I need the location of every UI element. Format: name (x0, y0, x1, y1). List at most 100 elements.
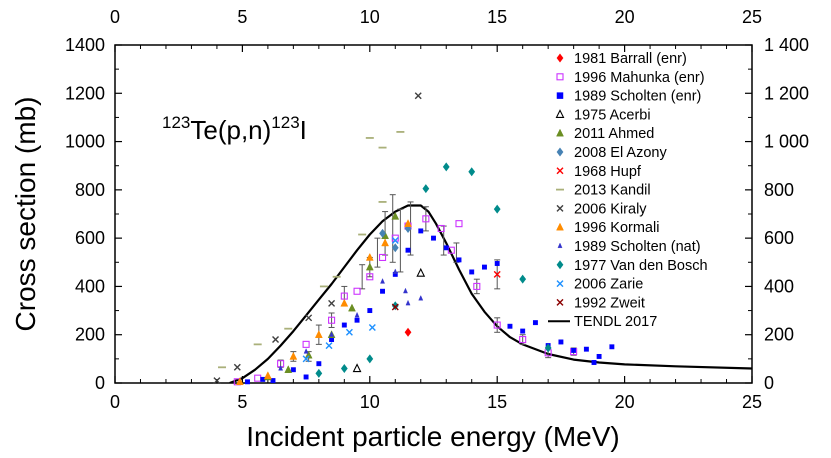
point-1989-scholten-enr (520, 328, 526, 334)
point-1989-scholten-enr (418, 228, 424, 234)
legend-label-2011-ahmed: 2011 Ahmed (574, 126, 654, 142)
point-1989-scholten-enr (583, 346, 589, 352)
point-1981-barrall-enr (404, 327, 412, 337)
legend-marker-2011-ahmed (556, 128, 564, 137)
legend-marker-1996-mahunka-enr (556, 73, 564, 81)
marker-stroke (493, 270, 501, 278)
point-1977-van-den-bosch (468, 167, 476, 177)
marker-stroke (391, 237, 399, 245)
y-tick-label-left: 600 (75, 228, 105, 248)
x-tick-label-bottom: 5 (237, 392, 247, 412)
marker-stroke (302, 355, 310, 363)
x-tick-label-top: 15 (487, 7, 507, 27)
point-1996-mahunka-enr (493, 321, 501, 329)
x-tick-label-top: 5 (237, 7, 247, 27)
point-2006-kiraly (233, 363, 241, 371)
point-1996-kormali (381, 238, 389, 247)
legend-label-1996-mahunka-enr: 1996 Mahunka (enr) (574, 70, 705, 86)
legend-marker-1975-acerbi (555, 109, 565, 118)
point-1989-scholten-enr (303, 374, 309, 380)
x-tick-label-top: 0 (110, 7, 120, 27)
point-1989-scholten-enr (609, 344, 615, 350)
point-1977-van-den-bosch (422, 184, 430, 194)
point-1977-van-den-bosch (442, 162, 450, 172)
marker-stroke (305, 314, 313, 322)
point-1989-scholten-enr (558, 339, 564, 345)
marker-stroke (556, 298, 564, 306)
legend-label-1989-scholten-enr: 1989 Scholten (enr) (574, 89, 701, 105)
point-1989-scholten-enr (290, 367, 296, 373)
point-1996-kormali (289, 351, 298, 360)
legend-label-1977-van-den-bosch: 1977 Van den Bosch (574, 258, 708, 274)
point-1996-kormali (365, 252, 374, 261)
point-1989-scholten-enr (367, 308, 373, 314)
y-tick-label-right: 800 (764, 180, 794, 200)
point-1989-scholten-enr (532, 320, 538, 326)
annotation-mass-1: 123 (162, 113, 190, 132)
point-2006-kiraly (272, 336, 280, 344)
point-1989-scholten-enr (329, 337, 335, 342)
point-1989-scholten-nat (418, 295, 424, 301)
point-1989-scholten-enr (571, 347, 577, 353)
point-2006-zarie (325, 342, 333, 350)
y-tick-label-right: 600 (764, 228, 794, 248)
marker-stroke (272, 336, 280, 344)
marker-stroke (391, 303, 399, 311)
point-1996-mahunka-enr (473, 282, 481, 290)
legend-marker-1996-kormali (556, 222, 564, 231)
y-axis-title: Cross section (mb) (10, 97, 41, 332)
x-tick-label-top: 25 (742, 7, 762, 27)
legend-label-tendl-2017: TENDL 2017 (574, 314, 657, 330)
point-2006-zarie (391, 237, 399, 245)
x-tick-label-bottom: 15 (487, 392, 507, 412)
marker-stroke (414, 92, 422, 100)
legend-marker-1989-scholten-enr (556, 92, 564, 99)
point-1996-mahunka-enr (437, 224, 445, 233)
legend-marker-1989-scholten-nat (557, 242, 563, 249)
point-1989-scholten-enr (482, 264, 487, 270)
point-1989-scholten-nat (405, 299, 411, 306)
legend-label-2013-kandil: 2013 Kandil (574, 183, 651, 199)
point-1975-acerbi (352, 363, 362, 373)
point-1977-van-den-bosch (315, 368, 323, 378)
marker-stroke (325, 342, 333, 350)
annotation-reaction: Te(p,n) (190, 115, 271, 145)
legend-marker-2006-zarie (556, 280, 564, 288)
marker-stroke (233, 363, 241, 371)
point-1989-scholten-enr (443, 245, 449, 251)
point-2008-el-azony (391, 243, 399, 253)
x-tick-label-bottom: 0 (110, 392, 120, 412)
point-1989-scholten-enr (456, 257, 462, 263)
point-1996-mahunka-enr (254, 374, 262, 382)
point-1989-scholten-nat (380, 278, 385, 284)
legend-label-2008-el-azony: 2008 El Azony (574, 145, 667, 161)
point-2006-kiraly (213, 377, 221, 385)
point-1996-mahunka-enr (302, 340, 310, 348)
y-tick-label-right: 400 (764, 276, 794, 296)
point-1989-scholten-enr (469, 269, 475, 275)
marker-stroke (556, 167, 564, 175)
legend-marker-1977-van-den-bosch (556, 260, 564, 270)
legend-label-1975-acerbi: 1975 Acerbi (574, 107, 651, 123)
y-tick-label-right: 1 400 (764, 35, 809, 55)
point-1975-acerbi (416, 267, 426, 277)
point-1989-scholten-enr (270, 378, 276, 384)
point-1996-mahunka-enr (328, 316, 336, 324)
point-1996-mahunka-enr (519, 335, 527, 344)
point-1996-kormali (263, 371, 272, 380)
y-tick-label-left: 1000 (65, 132, 105, 152)
point-1989-scholten-enr (405, 247, 411, 253)
legend-marker-1981-barrall-enr (556, 53, 564, 63)
point-1977-van-den-bosch (493, 204, 501, 214)
y-tick-label-left: 400 (75, 276, 105, 296)
x-tick-label-bottom: 10 (360, 392, 380, 412)
legend-label-1968-hupf: 1968 Hupf (574, 164, 642, 180)
marker-stroke (328, 299, 336, 307)
legend-label-1989-scholten-nat: 1989 Scholten (nat) (574, 239, 701, 255)
point-1996-mahunka-enr (422, 215, 430, 223)
legend-marker-2006-kiraly (556, 204, 564, 212)
y-tick-label-right: 0 (764, 373, 774, 393)
point-1992-zweit (391, 303, 399, 311)
point-1989-scholten-enr (507, 323, 513, 329)
